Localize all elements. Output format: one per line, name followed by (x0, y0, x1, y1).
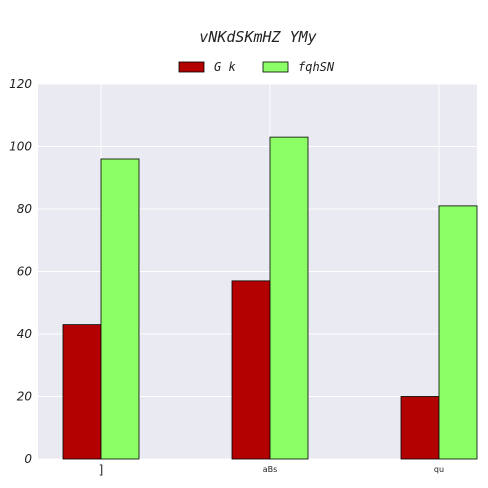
y-tick-label: 80 (17, 202, 33, 216)
chart-title: vNKdSKmHZ YMy (199, 28, 316, 46)
bar-2-aBs (269, 136, 309, 460)
bar-2-] (100, 158, 140, 460)
legend-swatch-series-2 (262, 61, 289, 73)
y-tick-label: 60 (17, 265, 33, 279)
legend-swatch-series-1 (178, 61, 205, 73)
bar-2-qu (438, 205, 478, 460)
x-tick-label: ] (99, 463, 104, 477)
legend-label-series-1: G k (214, 60, 236, 74)
x-tick-label: aBs (263, 465, 278, 474)
legend: G k fqhSN (178, 60, 335, 74)
y-tick-label: 20 (17, 390, 33, 404)
y-axis-ticks: 0 20 40 60 80 100 120 (9, 77, 32, 466)
y-tick-label: 0 (24, 452, 32, 466)
bars (62, 136, 478, 460)
y-tick-label: 120 (9, 77, 32, 91)
bar-1-qu (400, 396, 440, 460)
legend-label-series-2: fqhSN (298, 60, 335, 74)
bar-1-aBs (231, 280, 271, 460)
x-tick-label: qu (434, 465, 444, 474)
y-tick-label: 40 (17, 327, 33, 341)
bar-1-] (62, 324, 102, 460)
x-axis-ticks: ] aBs qu (99, 463, 444, 477)
y-tick-label: 100 (9, 140, 32, 154)
